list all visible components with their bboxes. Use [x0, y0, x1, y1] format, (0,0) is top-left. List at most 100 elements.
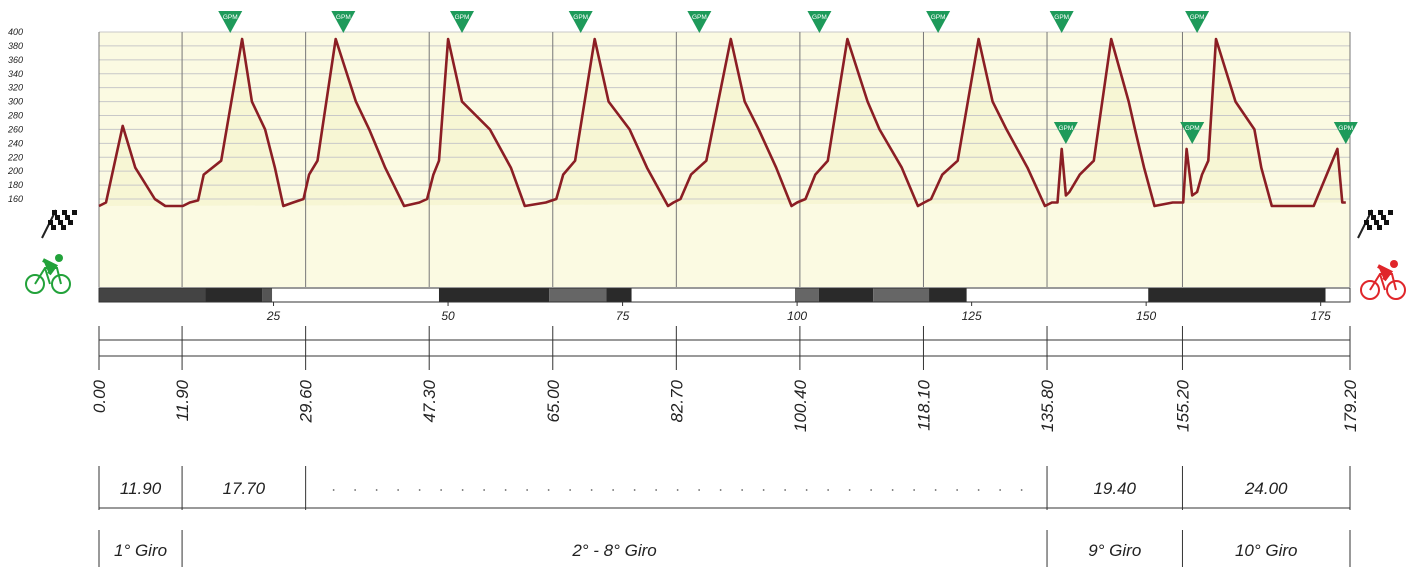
flag-check: [61, 225, 66, 230]
distance-dot: [569, 489, 572, 491]
gpm-marker-icon: [568, 11, 593, 33]
flag-check: [1368, 210, 1373, 215]
distance-dot: [590, 489, 593, 491]
distance-dot: [612, 489, 615, 491]
flag-check: [1381, 215, 1386, 220]
x-tick-label: 100: [787, 309, 807, 323]
lap-label: 1° Giro: [114, 541, 167, 560]
distance-dot: [1020, 489, 1023, 491]
distance-dot: [784, 489, 787, 491]
terrain-segment: [99, 288, 206, 302]
distance-dot: [633, 489, 636, 491]
km-label: 29.60: [297, 379, 316, 423]
terrain-segment: [873, 288, 930, 302]
distance-dot: [762, 489, 765, 491]
gpm-marker-label: GPM: [931, 14, 946, 21]
y-tick-label: 360: [8, 55, 23, 65]
distance-dot: [397, 489, 400, 491]
flag-check: [68, 220, 73, 225]
y-tick-label: 200: [7, 166, 23, 176]
gpm-marker-label: GPM: [1338, 125, 1353, 132]
km-label: 47.30: [420, 379, 439, 422]
terrain-segment: [205, 288, 263, 302]
x-tick-label: 75: [616, 309, 630, 323]
terrain-segment: [631, 288, 796, 302]
flag-check: [58, 220, 63, 225]
rider-head: [1390, 260, 1398, 268]
gpm-marker-label: GPM: [692, 14, 707, 21]
gpm-marker-label: GPM: [812, 14, 827, 21]
y-tick-label: 180: [8, 180, 23, 190]
km-label: 82.70: [667, 379, 686, 422]
distance-dot: [504, 489, 507, 491]
terrain-segment: [1148, 288, 1326, 302]
gpm-marker-label: GPM: [573, 14, 588, 21]
terrain-segment: [1325, 288, 1350, 302]
distance-dot: [827, 489, 830, 491]
gpm-marker-label: GPM: [1185, 125, 1200, 132]
flag-check: [51, 225, 56, 230]
distance-dot: [870, 489, 873, 491]
distance-dot: [676, 489, 679, 491]
gpm-marker-icon: [1180, 122, 1205, 144]
rider-body: [42, 258, 59, 276]
distance-dot: [999, 489, 1002, 491]
gpm-marker-icon: [1333, 122, 1358, 144]
y-tick-label: 340: [8, 69, 23, 79]
terrain-segment: [549, 288, 607, 302]
distance-label: 17.70: [223, 479, 266, 498]
flag-check: [1371, 215, 1376, 220]
flag-check: [52, 210, 57, 215]
y-tick-label: 380: [8, 41, 23, 51]
distance-label: 19.40: [1093, 479, 1136, 498]
km-label: 179.20: [1341, 379, 1360, 432]
flag-check: [55, 215, 60, 220]
wheel: [1386, 280, 1406, 300]
gpm-marker-label: GPM: [223, 14, 238, 21]
distance-dot: [440, 489, 443, 491]
gpm-marker-icon: [926, 11, 951, 33]
y-tick-label: 400: [8, 27, 23, 37]
y-tick-label: 300: [8, 97, 23, 107]
flag-check: [1364, 220, 1369, 225]
finish-cyclist-icon: [1360, 260, 1406, 300]
gpm-marker-label: GPM: [336, 14, 351, 21]
flag-check: [1384, 220, 1389, 225]
gpm-marker-icon: [1049, 11, 1074, 33]
gpm-marker-icon: [687, 11, 712, 33]
y-tick-label: 220: [7, 152, 23, 162]
km-label: 135.80: [1038, 379, 1057, 432]
y-tick-label: 160: [8, 194, 23, 204]
lap-label: 9° Giro: [1088, 541, 1141, 560]
distance-dot: [354, 489, 357, 491]
lap-label: 2° - 8° Giro: [571, 541, 656, 560]
distance-dot: [848, 489, 851, 491]
distance-label: 11.90: [120, 479, 162, 498]
terrain-segment: [606, 288, 632, 302]
gpm-marker-icon: [218, 11, 243, 33]
rider-head: [55, 254, 63, 262]
distance-dot: [719, 489, 722, 491]
distance-dot: [418, 489, 421, 491]
wheel: [25, 274, 45, 294]
km-label: 155.20: [1173, 379, 1192, 432]
gpm-marker-label: GPM: [1054, 14, 1069, 21]
gpm-marker-icon: [331, 11, 356, 33]
rider-body: [1377, 264, 1394, 282]
gpm-marker-icon: [450, 11, 475, 33]
flag-check: [1367, 225, 1372, 230]
y-tick-label: 240: [7, 138, 23, 148]
distance-dot: [375, 489, 378, 491]
distance-dot: [547, 489, 550, 491]
km-label: 0.00: [90, 379, 109, 413]
gpm-marker-icon: [807, 11, 832, 33]
distance-dot: [461, 489, 464, 491]
terrain-segment: [795, 288, 819, 302]
gpm-marker-icon: [1185, 11, 1210, 33]
x-tick-label: 125: [962, 309, 982, 323]
finish-checkered-flag-icon: [1357, 209, 1393, 239]
start-cyclist-icon: [25, 254, 71, 294]
flag-check: [48, 220, 53, 225]
elevation-profile-line: [98, 37, 1346, 208]
